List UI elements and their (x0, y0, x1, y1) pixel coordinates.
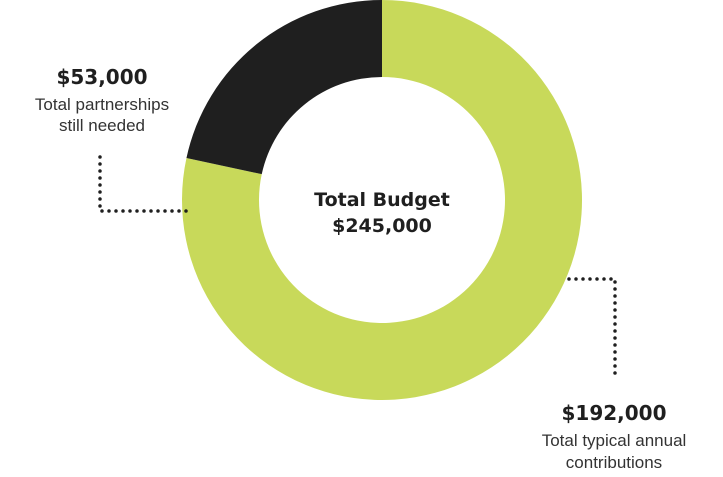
center-total: $245,000 (332, 215, 432, 237)
partnerships-leader-line (98, 155, 189, 213)
donut-slices (181, 0, 582, 400)
contributions-value-label: $192,000 (561, 401, 666, 425)
contributions-desc-line1: Total typical annual (542, 431, 687, 450)
contributions-desc-line2: contributions (566, 453, 662, 472)
partnerships-desc-line1: Total partnerships (35, 95, 169, 114)
slice-partnerships (186, 0, 382, 175)
slice-contributions (181, 0, 582, 400)
contributions-leader-line (567, 277, 617, 381)
partnerships-value-label: $53,000 (56, 65, 147, 89)
partnerships-desc-line2: still needed (59, 116, 145, 135)
center-title: Total Budget (314, 189, 450, 211)
